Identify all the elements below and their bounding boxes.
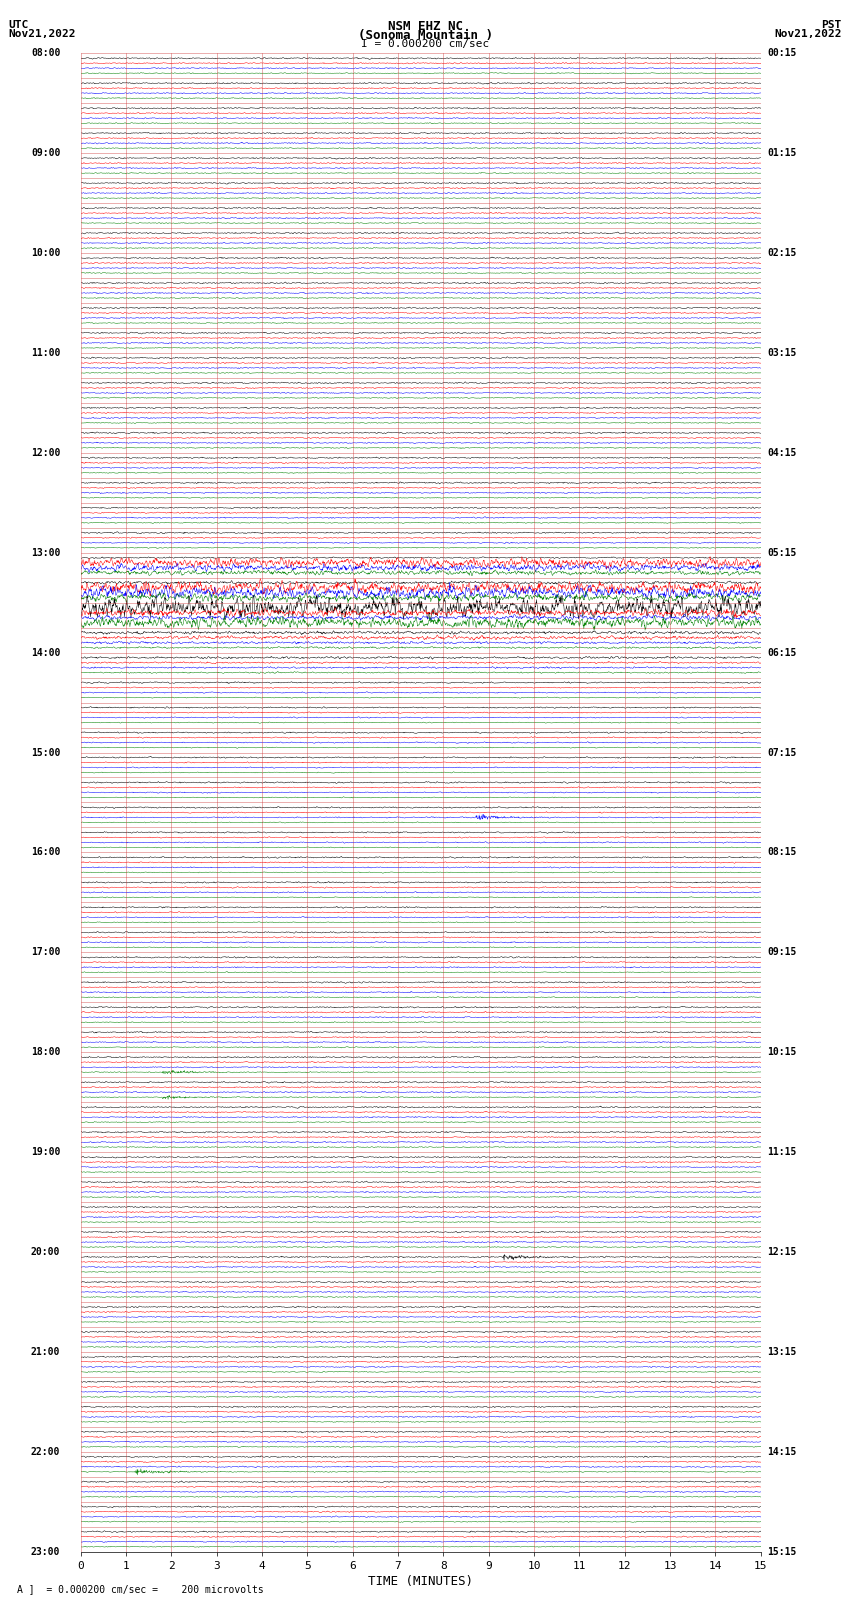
Text: 09:15: 09:15 [768, 947, 797, 957]
Text: 11:00: 11:00 [31, 348, 60, 358]
Text: UTC: UTC [8, 19, 29, 31]
Text: 11:15: 11:15 [768, 1147, 797, 1157]
Text: A ]  = 0.000200 cm/sec =    200 microvolts: A ] = 0.000200 cm/sec = 200 microvolts [17, 1584, 264, 1594]
Text: 10:00: 10:00 [31, 248, 60, 258]
Text: 13:00: 13:00 [31, 548, 60, 558]
Text: 23:00: 23:00 [31, 1547, 60, 1557]
Text: 06:15: 06:15 [768, 648, 797, 658]
Text: I = 0.000200 cm/sec: I = 0.000200 cm/sec [361, 39, 489, 48]
Text: 13:15: 13:15 [768, 1347, 797, 1357]
Text: 12:00: 12:00 [31, 448, 60, 458]
Text: (Sonoma Mountain ): (Sonoma Mountain ) [358, 29, 492, 42]
Text: 15:00: 15:00 [31, 747, 60, 758]
Text: 16:00: 16:00 [31, 847, 60, 858]
Text: 15:15: 15:15 [768, 1547, 797, 1557]
Text: 20:00: 20:00 [31, 1247, 60, 1257]
Text: NSM EHZ NC: NSM EHZ NC [388, 19, 462, 34]
Text: 14:00: 14:00 [31, 648, 60, 658]
Text: 00:15: 00:15 [768, 48, 797, 58]
Text: 03:15: 03:15 [768, 348, 797, 358]
Text: 18:00: 18:00 [31, 1047, 60, 1057]
Text: 14:15: 14:15 [768, 1447, 797, 1457]
Text: 04:15: 04:15 [768, 448, 797, 458]
Text: 17:00: 17:00 [31, 947, 60, 957]
Text: 10:15: 10:15 [768, 1047, 797, 1057]
Text: 21:00: 21:00 [31, 1347, 60, 1357]
Text: PST: PST [821, 19, 842, 31]
Text: 22:00: 22:00 [31, 1447, 60, 1457]
Text: 19:00: 19:00 [31, 1147, 60, 1157]
Text: 01:15: 01:15 [768, 148, 797, 158]
Text: 02:15: 02:15 [768, 248, 797, 258]
Text: 08:00: 08:00 [31, 48, 60, 58]
Text: Nov21,2022: Nov21,2022 [774, 29, 842, 39]
Text: 08:15: 08:15 [768, 847, 797, 858]
X-axis label: TIME (MINUTES): TIME (MINUTES) [368, 1574, 473, 1587]
Text: Nov21,2022: Nov21,2022 [8, 29, 76, 39]
Text: 09:00: 09:00 [31, 148, 60, 158]
Text: 12:15: 12:15 [768, 1247, 797, 1257]
Text: 07:15: 07:15 [768, 747, 797, 758]
Text: 05:15: 05:15 [768, 548, 797, 558]
